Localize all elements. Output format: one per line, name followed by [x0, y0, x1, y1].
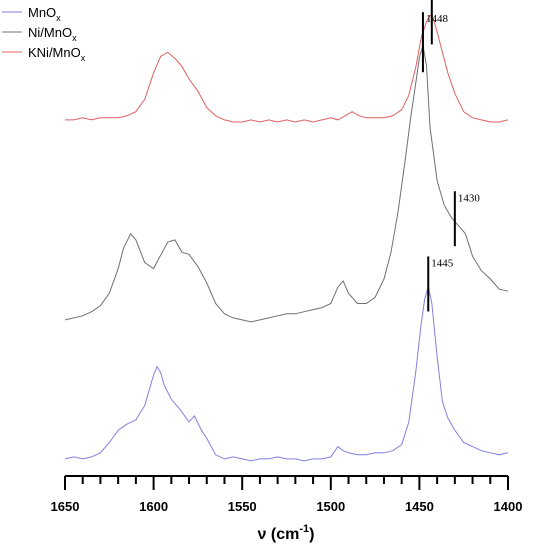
x-axis-title: ν (cm-1) — [258, 523, 315, 543]
annotation-label-1: 1448 — [426, 13, 449, 25]
legend-label-2: KNi/MnOx — [28, 45, 86, 63]
peak-annotations: 1443144814301445 — [421, 0, 481, 312]
x-tick-label-1: 1600 — [139, 499, 168, 514]
legend-label-0: MnOx — [28, 5, 61, 23]
annotation-label-2: 1430 — [458, 192, 481, 204]
legend-label-1: Ni/MnOx — [28, 25, 77, 43]
series-line-2 — [65, 14, 509, 123]
x-tick-label-2: 1550 — [228, 499, 257, 514]
annotation-label-3: 1445 — [431, 257, 454, 269]
x-tick-label-0: 1650 — [51, 499, 80, 514]
series-line-1 — [64, 45, 509, 323]
legend: MnOx Ni/MnOx KNi/MnOx — [2, 5, 86, 63]
series-line-0 — [64, 286, 509, 462]
x-axis: 1650 1600 1550 1500 1450 1400 — [51, 475, 523, 514]
x-tick-label-3: 1500 — [316, 499, 345, 514]
x-tick-label-4: 1450 — [405, 499, 434, 514]
series-lines — [64, 14, 509, 462]
x-tick-label-5: 1400 — [494, 499, 523, 514]
